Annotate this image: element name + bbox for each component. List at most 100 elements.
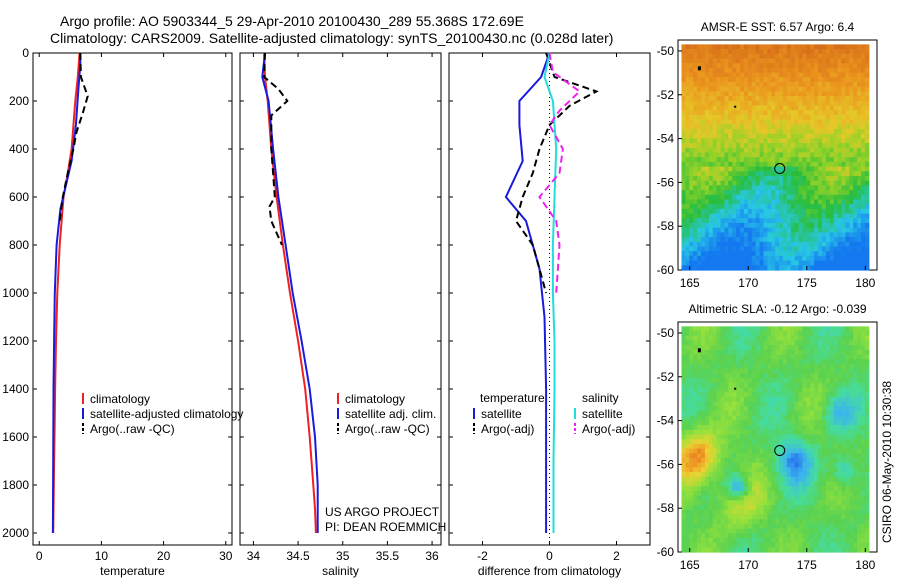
- sst-map-cell: [716, 218, 722, 224]
- sst-map-cell: [814, 185, 819, 191]
- sst-map-cell: [853, 86, 858, 92]
- sst-map-cell: [689, 67, 694, 74]
- sst-map-cell: [849, 237, 854, 243]
- sla-map-cell: [751, 472, 757, 478]
- sst-map-cell: [861, 81, 866, 88]
- sla-map-cell: [732, 359, 737, 365]
- sla-map-cell: [763, 425, 768, 431]
- sla-map-cell: [720, 420, 726, 426]
- sla-map-cell: [759, 382, 765, 389]
- sst-map-cell: [732, 204, 737, 210]
- sst-map-cell: [864, 124, 870, 130]
- sla-map-cell: [693, 410, 698, 417]
- sst-map-cell: [755, 232, 761, 238]
- sla-map-cell: [786, 335, 792, 342]
- sst-map-cell: [837, 260, 843, 266]
- sla-map-cell: [779, 425, 784, 431]
- sla-map-cell: [806, 472, 811, 478]
- sst-map-cell: [771, 58, 776, 64]
- sla-map-cell: [775, 406, 780, 412]
- sst-map-cell: [732, 147, 737, 154]
- sla-map-cell: [701, 467, 706, 473]
- sst-map-cell: [755, 175, 761, 182]
- sla-map-cell: [720, 481, 726, 487]
- sla-map-cell: [798, 382, 804, 389]
- sla-map-cell: [689, 378, 694, 384]
- sst-map-cell: [693, 208, 698, 215]
- sst-map-cell: [755, 157, 761, 163]
- sla-map-cell: [747, 326, 753, 332]
- sst-map-cell: [864, 91, 870, 97]
- sla-map-cell: [716, 434, 722, 440]
- sst-map-cell: [864, 44, 870, 50]
- sla-map-cell: [736, 486, 741, 492]
- sla-map-cell: [775, 373, 780, 379]
- sst-map-cell: [861, 185, 866, 191]
- sst-map-cell: [849, 44, 854, 50]
- sla-map-cell: [732, 533, 737, 539]
- sst-map-cell: [740, 96, 745, 102]
- sla-map-cell: [697, 359, 702, 365]
- sst-map-cell: [790, 119, 796, 125]
- sla-map-cell: [829, 509, 835, 515]
- sla-map-cell: [736, 490, 741, 497]
- sla-map-cell: [681, 373, 687, 379]
- sla-map-cell: [708, 345, 714, 351]
- sst-map-cell: [794, 218, 800, 224]
- sla-map-cell: [810, 396, 815, 403]
- sst-map-cell: [802, 86, 807, 92]
- sla-map-cell: [825, 368, 831, 374]
- sla-map-cell: [732, 401, 737, 407]
- sst-map-cell: [790, 133, 796, 139]
- sst-map-cell: [790, 204, 796, 210]
- sla-map-cell: [732, 448, 737, 454]
- sst-map-cell: [712, 67, 718, 74]
- sla-map-cell: [767, 382, 772, 389]
- sst-map-cell: [747, 53, 753, 60]
- sla-map-cell: [833, 373, 839, 379]
- sla-map-cell: [751, 514, 757, 520]
- sla-map-cell: [763, 514, 768, 520]
- sla-map-cell: [708, 396, 714, 403]
- sst-map-cell: [821, 166, 827, 172]
- sst-map-cell: [681, 166, 687, 172]
- sla-map-cell: [704, 519, 710, 525]
- sst-map-cell: [697, 223, 702, 229]
- sst-map-cell: [818, 237, 823, 243]
- sst-map-cell: [751, 49, 757, 55]
- sla-map-cell: [716, 429, 722, 436]
- sla-map-cell: [681, 387, 687, 393]
- sla-map-cell: [794, 481, 800, 487]
- sla-map-cell: [751, 340, 757, 346]
- sst-map-cell: [841, 67, 846, 74]
- sst-map-cell: [794, 147, 800, 154]
- sla-map-cell: [775, 396, 780, 403]
- sst-map-cell: [853, 246, 858, 252]
- sla-map-cell: [833, 443, 839, 450]
- sla-map-cell: [740, 476, 745, 483]
- legend-group-temperature: temperature: [480, 391, 545, 405]
- sst-map-cell: [685, 91, 690, 97]
- sla-map-cell: [782, 528, 788, 534]
- sst-map-cell: [716, 260, 722, 266]
- sla-map-cell: [849, 378, 854, 384]
- sst-map-cell: [798, 171, 804, 177]
- sst-lon-label: 175: [797, 276, 817, 290]
- sla-map-cell: [775, 509, 780, 515]
- sla-map-cell: [810, 453, 815, 459]
- sst-map-cell: [704, 265, 710, 271]
- sla-map-cell: [849, 373, 854, 379]
- sst-map-cell: [755, 138, 761, 144]
- sst-map-cell: [771, 246, 776, 252]
- sla-map-cell: [697, 495, 702, 501]
- sla-map-cell: [794, 467, 800, 473]
- sla-map-cell: [743, 457, 749, 464]
- sla-map-cell: [782, 505, 788, 511]
- sla-map-cell: [814, 363, 819, 370]
- sst-map-cell: [685, 237, 690, 243]
- sst-map-cell: [806, 185, 811, 191]
- sla-map-cell: [818, 462, 823, 468]
- temperature-xtick-label: 10: [95, 549, 109, 563]
- sst-map-cell: [693, 213, 698, 219]
- sla-map-cell: [857, 448, 862, 454]
